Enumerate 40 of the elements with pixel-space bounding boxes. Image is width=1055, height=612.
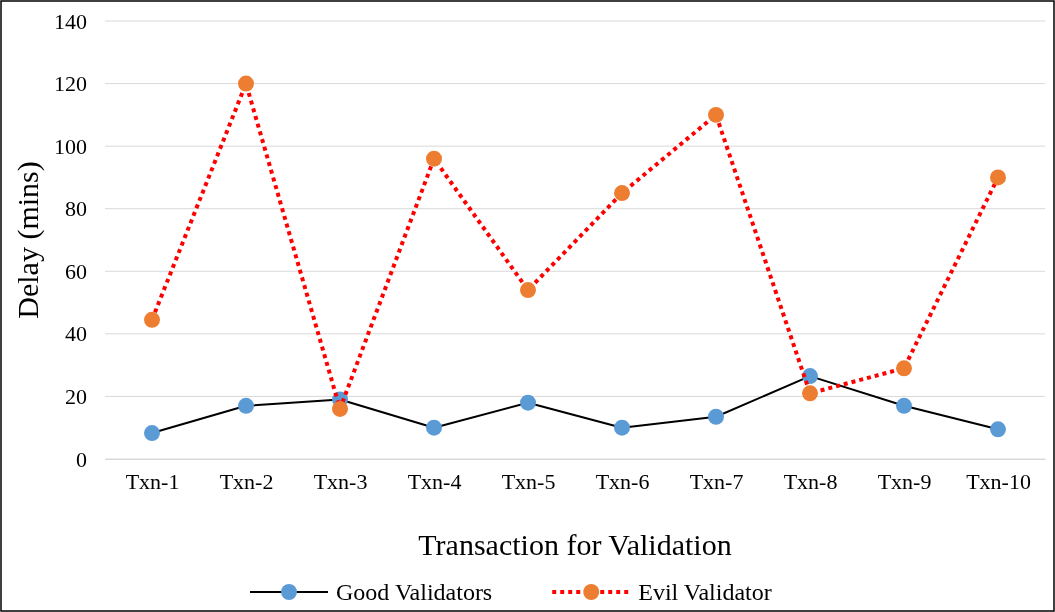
point	[426, 150, 442, 167]
point	[614, 185, 630, 202]
point	[144, 425, 160, 441]
y-tick-label: 140	[54, 8, 87, 34]
point	[238, 75, 254, 92]
point	[426, 419, 442, 436]
point	[144, 311, 160, 328]
legend-label: Good Validators	[336, 579, 493, 605]
point	[520, 282, 536, 299]
x-tick-label: Txn-7	[689, 468, 744, 494]
x-axis-title: Transaction for Validation	[418, 528, 732, 561]
point	[708, 106, 724, 123]
point	[896, 360, 912, 377]
point	[708, 408, 724, 425]
x-tick-label: Txn-1	[125, 468, 180, 494]
x-tick-label: Txn-6	[595, 468, 650, 494]
point	[896, 397, 912, 414]
x-tick-label: Txn-10	[966, 468, 1031, 494]
y-tick-label: 60	[65, 258, 87, 284]
point	[332, 400, 348, 417]
y-tick-label: 80	[65, 196, 87, 222]
y-tick-label: 20	[65, 383, 87, 409]
y-tick-label: 100	[54, 133, 87, 159]
point	[238, 397, 254, 414]
x-tick-label: Txn-9	[877, 468, 932, 494]
x-tick-label: Txn-3	[313, 468, 368, 494]
point	[520, 394, 536, 411]
x-tick-label: Txn-4	[407, 468, 462, 494]
point	[614, 419, 630, 436]
point	[990, 169, 1006, 186]
y-tick-label: 40	[65, 321, 87, 347]
y-tick-label: 0	[76, 446, 87, 472]
legend-label: Evil Validator	[638, 579, 772, 605]
point	[990, 421, 1006, 438]
x-tick-label: Txn-8	[783, 468, 838, 494]
x-tick-label: Txn-2	[219, 468, 274, 494]
y-axis-title: Delay (mins)	[11, 161, 45, 319]
x-tick-label: Txn-5	[501, 468, 556, 494]
point	[802, 385, 818, 402]
y-tick-label: 120	[54, 71, 87, 97]
